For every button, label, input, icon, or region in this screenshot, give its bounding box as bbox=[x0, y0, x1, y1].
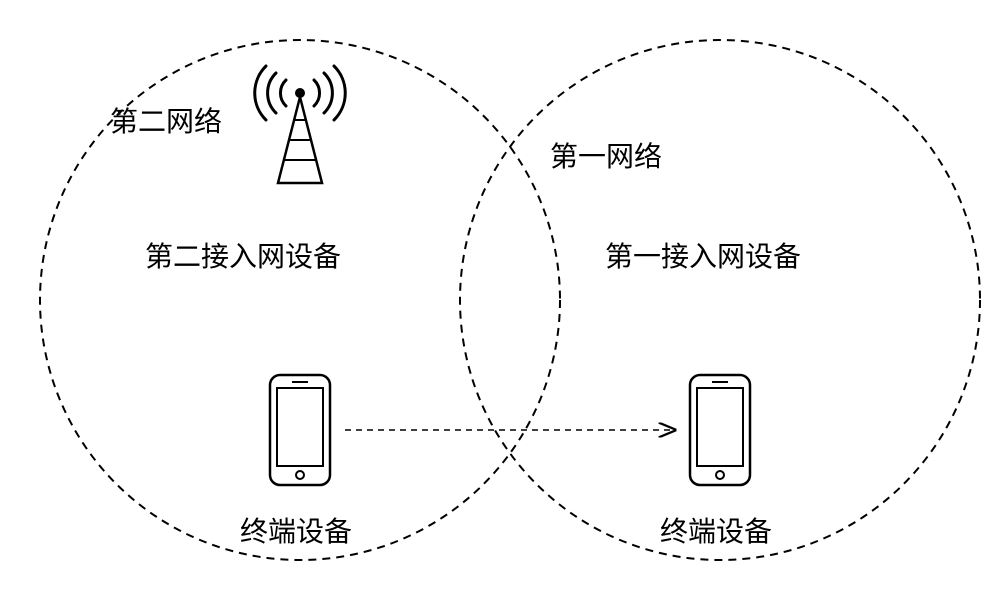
antenna-icon bbox=[255, 66, 346, 183]
network1-label: 第一网络 bbox=[550, 135, 662, 175]
terminal-left-label: 终端设备 bbox=[240, 510, 352, 550]
network2-label: 第二网络 bbox=[110, 100, 222, 140]
access1-label: 第一接入网设备 bbox=[605, 235, 801, 275]
access2-label: 第二接入网设备 bbox=[145, 235, 341, 275]
phone-icon bbox=[690, 375, 750, 485]
network1-circle bbox=[460, 40, 980, 560]
network-diagram bbox=[0, 0, 1000, 612]
terminal-right-label: 终端设备 bbox=[660, 510, 772, 550]
phone-icon bbox=[270, 375, 330, 485]
